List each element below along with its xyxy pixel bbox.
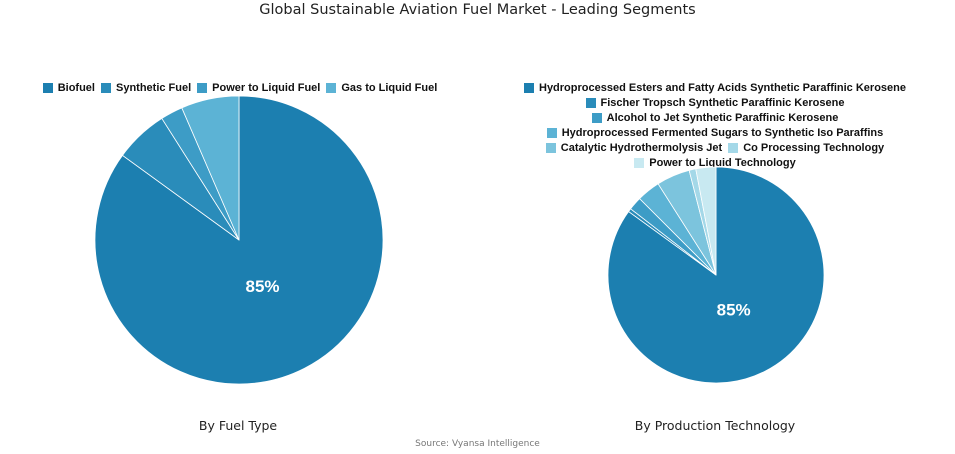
legend-swatch [100,82,111,93]
legend-label: Power to Liquid Fuel [212,81,321,94]
legend-label: Power to Liquid Technology [649,156,796,169]
legend-label: Co Processing Technology [743,141,885,154]
legend-item: Power to Liquid Technology [634,156,796,169]
legend-swatch [585,97,596,108]
legend-label: Hydroprocessed Esters and Fatty Acids Sy… [539,81,906,94]
caption-production-technology: By Production Technology [634,418,796,433]
caption-fuel-type: By Fuel Type [198,418,278,433]
legend-swatch [197,82,208,93]
legend-item: Hydroprocessed Fermented Sugars to Synth… [546,126,884,139]
legend-fuel-type: Biofuel Synthetic Fuel Power to Liquid Fue… [20,80,460,95]
legend-swatch [42,82,53,93]
legend-row: Biofuel Synthetic Fuel Power to Liquid Fue… [20,80,460,95]
legend-label: Alcohol to Jet Synthetic Paraffinic Kero… [606,111,839,124]
legend-swatch [546,127,557,138]
legend-item: Power to Liquid Fuel [197,82,320,94]
legend-item: Hydroprocessed Esters and Fatty Acids Sy… [524,82,906,94]
legend-row: Hydroprocessed Esters and Fatty Acids Sy… [505,80,925,95]
legend-production-technology: Hydroprocessed Esters and Fatty Acids Sy… [505,80,925,170]
pie-value-label: 85% [717,301,751,320]
legend-label: Synthetic Fuel [115,81,192,94]
pie-slice [181,95,240,241]
pie-value-label: 85% [246,277,280,296]
legend-row: Power to Liquid Technology [505,155,925,170]
legend-label: Biofuel [57,81,95,94]
legend-label: Fischer Tropsch Synthetic Paraffinic Ker… [600,96,845,109]
legend-row: Hydroprocessed Fermented Sugars to Synth… [505,125,925,140]
chart-title: Global Sustainable Aviation Fuel Market … [259,2,696,18]
legend-swatch [728,142,739,153]
pie-slice [607,166,825,384]
pie-chart-production-technology: 85% [607,166,825,384]
legend-swatch [326,82,337,93]
pie-chart-fuel-type: 85% [94,95,384,385]
legend-swatch [591,112,602,123]
legend-swatch [524,82,534,93]
legend-item: Synthetic Fuel [100,81,192,94]
legend-row: Catalytic Hydrothermolysis Jet Co Process… [505,140,925,155]
legend-row: Fischer Tropsch Synthetic Paraffinic Ker… [505,95,925,110]
legend-item: Fischer Tropsch Synthetic Paraffinic Ker… [585,96,845,109]
legend-label: Catalytic Hydrothermolysis Jet [560,141,723,154]
legend-swatch [634,157,645,168]
legend-item: Catalytic Hydrothermolysis Jet [545,141,723,154]
legend-item: Biofuel [42,81,95,94]
legend-item: Alcohol to Jet Synthetic Paraffinic Kero… [591,111,839,124]
legend-item: Gas to Liquid Fuel [326,82,437,94]
legend-label: Hydroprocessed Fermented Sugars to Synth… [561,126,884,139]
legend-item: Co Processing Technology [728,142,884,154]
legend-swatch [545,142,556,153]
pie-slice [695,166,717,276]
legend-label: Gas to Liquid Fuel [341,81,438,94]
legend-row: Alcohol to Jet Synthetic Paraffinic Kero… [505,110,925,125]
source-note: Source: Vyansa Intelligence [415,439,540,449]
